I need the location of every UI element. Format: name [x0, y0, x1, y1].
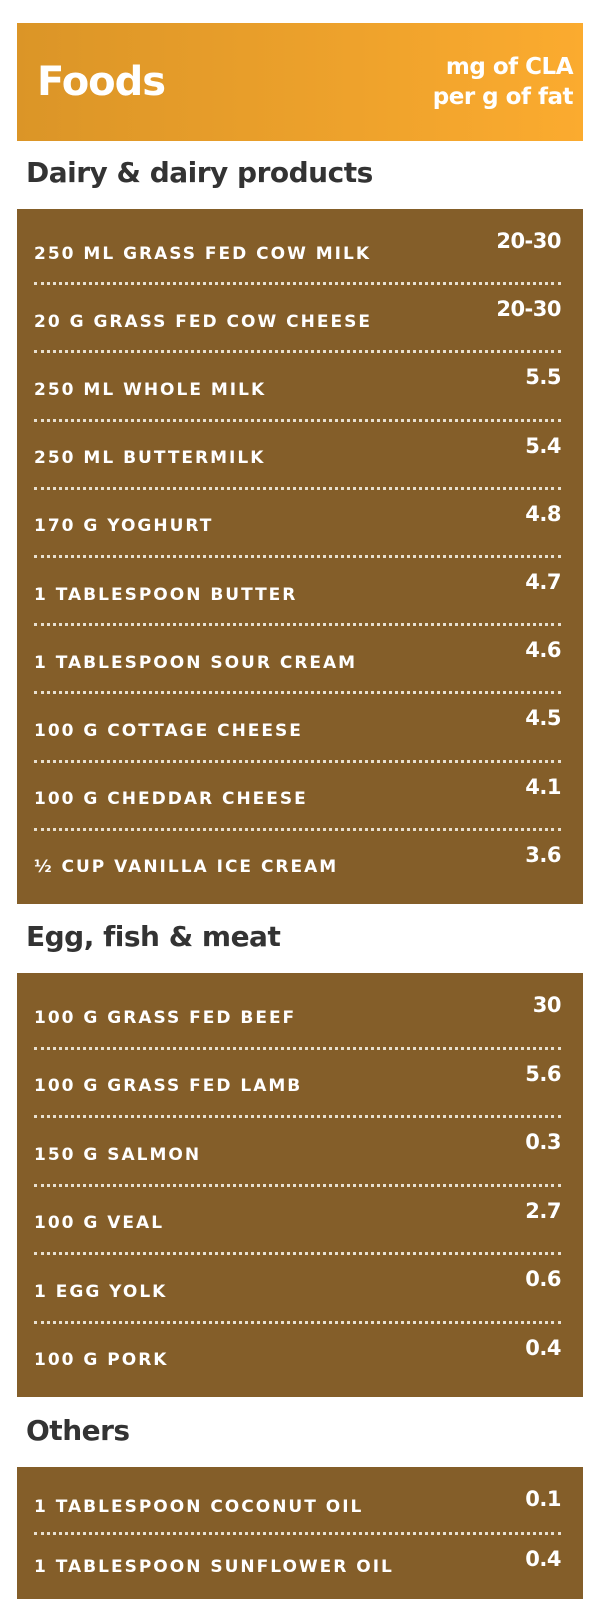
cla-value: 0.3	[525, 1130, 561, 1154]
food-label: 100 G VEAL	[34, 1213, 165, 1234]
table-row: 100 G GRASS FED LAMB 5.6	[34, 1050, 561, 1118]
cla-value: 5.5	[525, 365, 561, 390]
food-label: 250 ML GRASS FED COW MILK	[34, 243, 372, 264]
unit-line-2: per g of fat	[432, 84, 574, 110]
food-label: 250 ML BUTTERMILK	[34, 448, 266, 469]
food-label: 100 G GRASS FED BEEF	[34, 1007, 297, 1028]
cla-value: 4.8	[525, 501, 561, 526]
food-label: 1 TABLESPOON COCONUT OIL	[34, 1497, 364, 1518]
cla-value: 0.1	[525, 1487, 561, 1511]
cla-value: 0.4	[525, 1546, 561, 1571]
food-label: 1 TABLESPOON BUTTER	[34, 584, 298, 605]
food-label: 100 G COTTAGE CHEESE	[34, 721, 303, 742]
table-header: Foods mg of CLA per g of fat	[17, 23, 583, 141]
section-table: 100 G GRASS FED BEEF 30 100 G GRASS FED LA…	[17, 973, 583, 1397]
unit-label: mg of CLA per g of fat	[432, 52, 574, 112]
table-row: 20 G GRASS FED COW CHEESE 20-30	[34, 285, 561, 354]
table-row: 170 G YOGHURT 4.8	[34, 490, 561, 559]
section-heading: Dairy & dairy products	[26, 156, 373, 189]
food-label: 250 ML WHOLE MILK	[34, 380, 267, 400]
table-row: 1 TABLESPOON SUNFLOWER OIL 0.4	[34, 1535, 561, 1592]
section-table: 1 TABLESPOON COCONUT OIL 0.1 1 TABLESPOON …	[17, 1467, 583, 1599]
table-row: 100 G VEAL 2.7	[34, 1187, 561, 1255]
table-row: 100 G GRASS FED BEEF 30	[34, 981, 562, 1050]
table-row: 100 G CHEDDAR CHEESE 4.1	[34, 763, 561, 831]
food-label: 20 G GRASS FED COW CHEESE	[34, 311, 372, 332]
food-label: 150 G SALMON	[34, 1144, 202, 1165]
table-row: 250 ML WHOLE MILK 5.5	[34, 353, 561, 422]
unit-line-1: mg of CLA	[445, 54, 574, 80]
cla-value: 20-30	[496, 229, 561, 253]
food-label: 1 TABLESPOON SUNFLOWER OIL	[34, 1556, 394, 1577]
table-row: 1 TABLESPOON COCONUT OIL 0.1	[34, 1475, 561, 1535]
cla-value: 2.7	[525, 1198, 561, 1223]
food-label: 170 G YOGHURT	[34, 516, 214, 537]
food-label: 100 G CHEDDAR CHEESE	[34, 789, 308, 810]
cla-value: 3.6	[525, 842, 561, 867]
cla-value: 4.1	[525, 774, 561, 799]
food-label: ½ CUP VANILLA ICE CREAM	[34, 857, 339, 878]
cla-value: 4.7	[525, 570, 561, 595]
section-heading: Egg, fish & meat	[26, 920, 281, 953]
section-table: 250 ML GRASS FED COW MILK 20-30 20 G GRASS…	[17, 209, 583, 904]
food-label: 1 TABLESPOON SOUR CREAM	[34, 652, 358, 673]
cla-value: 4.6	[525, 638, 561, 663]
food-label: 100 G PORK	[34, 1350, 169, 1371]
table-row: 1 TABLESPOON BUTTER 4.7	[34, 558, 561, 627]
cla-value: 5.6	[525, 1061, 561, 1086]
cla-value: 0.4	[525, 1335, 561, 1360]
cla-value: 20-30	[496, 297, 561, 322]
foods-title: Foods	[37, 59, 166, 105]
table-row: ½ CUP VANILLA ICE CREAM 3.6	[34, 831, 561, 896]
cla-value: 4.5	[525, 706, 561, 731]
food-label: 1 EGG YOLK	[34, 1281, 168, 1302]
table-row: 100 G PORK 0.4	[34, 1324, 561, 1390]
section-heading: Others	[26, 1414, 130, 1447]
table-row: 250 ML BUTTERMILK 5.4	[34, 422, 561, 490]
table-row: 100 G COTTAGE CHEESE 4.5	[34, 694, 561, 763]
table-row: 150 G SALMON 0.3	[34, 1118, 561, 1187]
cla-value: 5.4	[525, 433, 561, 458]
table-row: 250 ML GRASS FED COW MILK 20-30	[34, 217, 561, 286]
cla-value: 0.6	[525, 1267, 561, 1291]
cla-value: 30	[532, 993, 562, 1017]
food-label: 100 G GRASS FED LAMB	[34, 1076, 303, 1097]
table-row: 1 TABLESPOON SOUR CREAM 4.6	[34, 626, 561, 695]
table-row: 1 EGG YOLK 0.6	[34, 1255, 561, 1324]
